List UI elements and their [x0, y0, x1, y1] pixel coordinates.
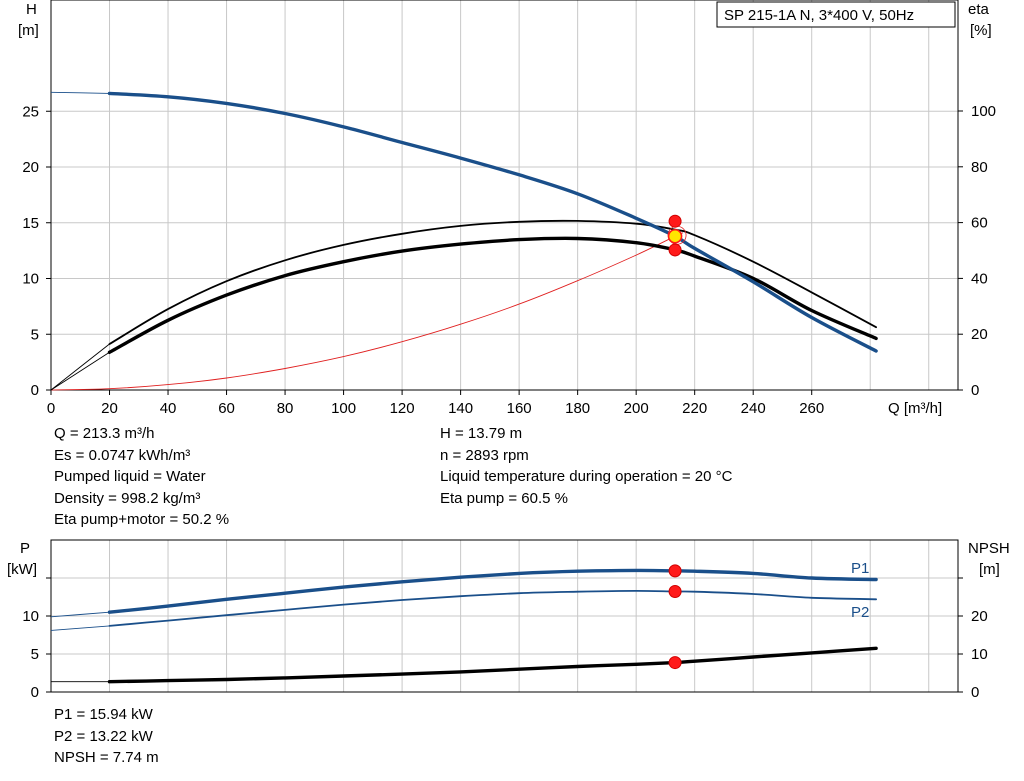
p2-curve-line: [108, 589, 877, 627]
duty-point-marker: [668, 656, 682, 670]
head-curve-line: [107, 91, 878, 353]
bottom-left-axis-unit: [kW]: [7, 561, 37, 578]
top-x-tick-label: 80: [277, 400, 294, 417]
top-right-tick-label: 40: [971, 270, 988, 287]
info-flow: Q = 213.3 m³/h: [54, 425, 155, 442]
top-x-tick-label: 140: [448, 400, 473, 417]
system-curve-line: [50, 232, 684, 391]
top-right-tick-label: 100: [971, 103, 996, 120]
top-right-tick-label: 0: [971, 382, 979, 399]
top-right-axis-ticks: 0 20 40 60 80 100: [958, 103, 996, 399]
duty-point-marker: [668, 585, 682, 599]
p1-curve-extrapolated-line: [50, 611, 110, 618]
eta-pump-extrapolated-line: [50, 343, 110, 391]
top-right-tick-label: 20: [971, 326, 988, 343]
duty-point-marker: [668, 564, 682, 578]
eta-pump-line: [108, 219, 877, 345]
top-left-tick-label: 5: [31, 326, 39, 343]
info-liquid: Pumped liquid = Water: [54, 468, 206, 485]
npsh-curve-line: [107, 646, 878, 684]
top-left-axis-label: H: [26, 1, 37, 18]
bottom-right-tick-label: 10: [971, 646, 988, 663]
top-left-tick-label: 25: [22, 103, 39, 120]
top-x-tick-label: 220: [682, 400, 707, 417]
head-curve-extrapolated-line: [50, 91, 110, 94]
bottom-right-axis-ticks: 0 10 20: [958, 577, 988, 701]
top-right-axis-unit: [%]: [970, 22, 992, 39]
info-top-right: H = 13.79 m n = 2893 rpm Liquid temperat…: [440, 423, 732, 509]
x-axis-label: Q [m³/h]: [888, 400, 942, 417]
top-markers: [667, 214, 687, 257]
info-npsh: NPSH = 7.74 m: [54, 749, 159, 766]
top-grid: [51, 0, 958, 390]
top-x-tick-label: 60: [218, 400, 235, 417]
top-chart-frame: [50, 0, 959, 391]
bottom-left-tick-label: 10: [22, 608, 39, 625]
top-right-axis-label: eta: [968, 1, 990, 18]
operating-point-marker: [667, 228, 683, 244]
info-top-left: Q = 213.3 m³/h Es = 0.0747 kWh/m³ Pumped…: [54, 423, 229, 531]
top-x-tick-label: 0: [47, 400, 55, 417]
info-energy: Es = 0.0747 kWh/m³: [54, 446, 191, 464]
eta-pump-motor-extrapolated-line: [50, 351, 110, 391]
duty-point-marker: [668, 243, 682, 257]
info-eta-pump: Eta pump = 60.5 %: [440, 489, 568, 507]
info-p1: P1 = 15.94 kW: [54, 706, 153, 723]
top-left-tick-label: 10: [22, 271, 39, 288]
bottom-left-tick-label: 5: [31, 646, 39, 663]
bottom-left-axis-label: P: [20, 540, 30, 557]
top-x-tick-label: 120: [390, 400, 415, 417]
duty-point-marker: [668, 214, 682, 228]
p1-curve-label: P1: [851, 560, 869, 577]
info-density: Density = 998.2 kg/m³: [54, 489, 201, 507]
info-p2: P2 = 13.22 kW: [54, 727, 153, 745]
bottom-right-tick-label: 0: [971, 684, 979, 701]
info-eta-total: Eta pump+motor = 50.2 %: [54, 511, 230, 528]
top-x-tick-label: 160: [507, 400, 532, 417]
bottom-left-axis-ticks: 0 5 10: [22, 577, 51, 701]
top-x-axis-ticks: 0 20 40 60 80 100 120 140 160 180 200 220 240 260: [47, 390, 824, 417]
top-x-tick-label: 260: [799, 400, 824, 417]
info-bottom: P1 = 15.94 kW P2 = 13.22 kW NPSH = 7.74 …: [54, 704, 159, 769]
top-right-tick-label: 80: [971, 159, 988, 176]
top-x-tick-label: 20: [101, 400, 118, 417]
top-x-tick-label: 240: [741, 400, 766, 417]
legend-text: SP 215-1A N, 3*400 V, 50Hz: [724, 7, 914, 24]
top-x-tick-label: 200: [624, 400, 649, 417]
info-speed: n = 2893 rpm: [440, 446, 529, 464]
bottom-markers: [668, 564, 682, 670]
top-left-tick-label: 0: [31, 382, 39, 399]
bottom-series: [50, 568, 878, 684]
eta-pump-motor-line: [107, 236, 878, 354]
p2-curve-extrapolated-line: [50, 625, 110, 631]
p1-curve-line: [107, 568, 878, 614]
bottom-right-axis-label: NPSH: [968, 540, 1010, 557]
top-x-tick-label: 180: [565, 400, 590, 417]
top-chart: 0 5 10 15 20 25 0 20 40 60 80 100 0 20 40 60 80 100 120 1…: [18, 0, 996, 417]
top-right-tick-label: 60: [971, 215, 988, 232]
bottom-chart: 0 5 10 0 10 20 P [kW] NPSH [m] P1 P2: [7, 539, 1010, 701]
bottom-left-tick-label: 0: [31, 684, 39, 701]
top-left-tick-label: 15: [22, 215, 39, 232]
top-left-tick-label: 20: [22, 159, 39, 176]
p2-curve-label: P2: [851, 604, 869, 621]
top-left-axis-unit: [m]: [18, 22, 39, 39]
legend-box: SP 215-1A N, 3*400 V, 50Hz: [716, 1, 956, 28]
top-x-tick-label: 40: [160, 400, 177, 417]
bottom-right-axis-unit: [m]: [979, 561, 1000, 578]
top-x-tick-label: 100: [331, 400, 356, 417]
top-series: [50, 91, 878, 391]
bottom-right-tick-label: 20: [971, 608, 988, 625]
info-temperature: Liquid temperature during operation = 20…: [440, 468, 733, 485]
top-left-axis-ticks: 0 5 10 15 20 25: [22, 103, 51, 399]
info-head: H = 13.79 m: [440, 425, 523, 442]
